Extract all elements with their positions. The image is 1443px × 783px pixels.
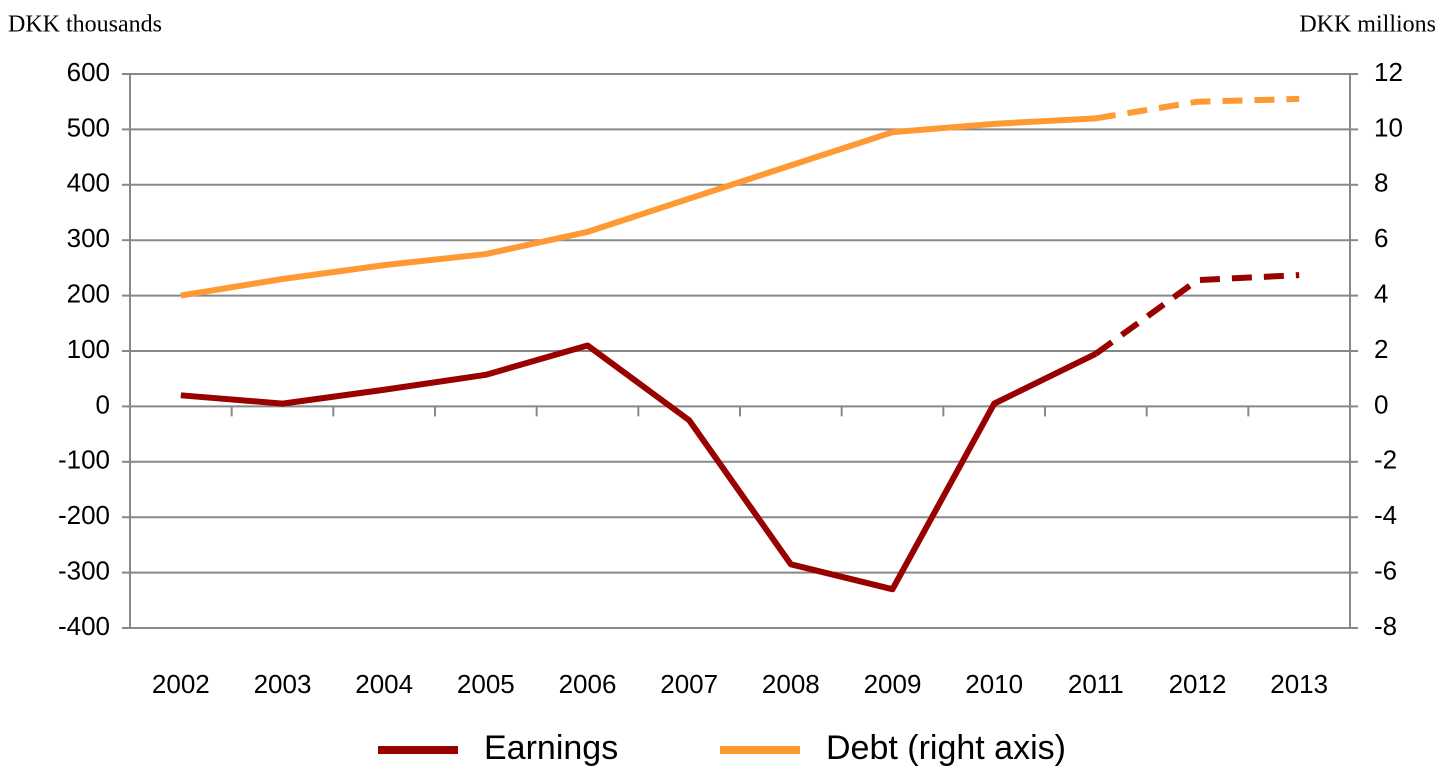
y2-tick-label: -8 <box>1374 611 1397 641</box>
x-tick-label: 2007 <box>660 669 718 699</box>
y-tick-label: -200 <box>58 500 110 530</box>
y2-axis-label: DKK millions <box>1299 12 1436 38</box>
x-tick-label: 2006 <box>559 669 617 699</box>
x-tick-label: 2013 <box>1270 669 1328 699</box>
y2-tick-label: 10 <box>1374 112 1403 142</box>
legend-label: Debt (right axis) <box>826 729 1066 767</box>
y-tick-label: -300 <box>58 555 110 585</box>
y2-tick-label: 4 <box>1374 278 1388 308</box>
x-tick-label: 2012 <box>1169 669 1227 699</box>
y2-tick-label: 6 <box>1374 223 1388 253</box>
x-tick-label: 2004 <box>355 669 413 699</box>
x-tick-label: 2002 <box>152 669 210 699</box>
x-tick-label: 2011 <box>1068 669 1124 699</box>
y2-tick-label: -2 <box>1374 445 1397 475</box>
line <box>180 342 1098 593</box>
x-tick-label: 2010 <box>965 669 1023 699</box>
x-tick-label: 2005 <box>457 669 515 699</box>
x-tick-label: 2003 <box>254 669 312 699</box>
y2-tick-label: 2 <box>1374 334 1388 364</box>
y-tick-label: 300 <box>67 223 110 253</box>
line-forecast <box>1094 272 1300 357</box>
legend-label: Earnings <box>484 729 618 767</box>
y2-tick-label: -6 <box>1374 555 1397 585</box>
line-forecast <box>1095 95 1300 122</box>
y-tick-label: 500 <box>67 112 110 142</box>
y-axis-label: DKK thousands <box>8 12 162 38</box>
y-tick-label: 100 <box>67 334 110 364</box>
y2-tick-label: 8 <box>1374 168 1388 198</box>
y2-tick-label: -4 <box>1374 500 1397 530</box>
y-tick-label: 0 <box>96 389 110 419</box>
y-tick-label: -100 <box>58 445 110 475</box>
y-tick-label: -400 <box>58 611 110 641</box>
y2-tick-label: 0 <box>1374 389 1388 419</box>
y-tick-label: 400 <box>67 168 110 198</box>
y-tick-label: 600 <box>67 57 110 87</box>
y2-tick-label: 12 <box>1374 57 1403 87</box>
line <box>180 115 1096 299</box>
x-tick-label: 2008 <box>762 669 820 699</box>
y-tick-label: 200 <box>67 278 110 308</box>
x-tick-label: 2009 <box>864 669 922 699</box>
